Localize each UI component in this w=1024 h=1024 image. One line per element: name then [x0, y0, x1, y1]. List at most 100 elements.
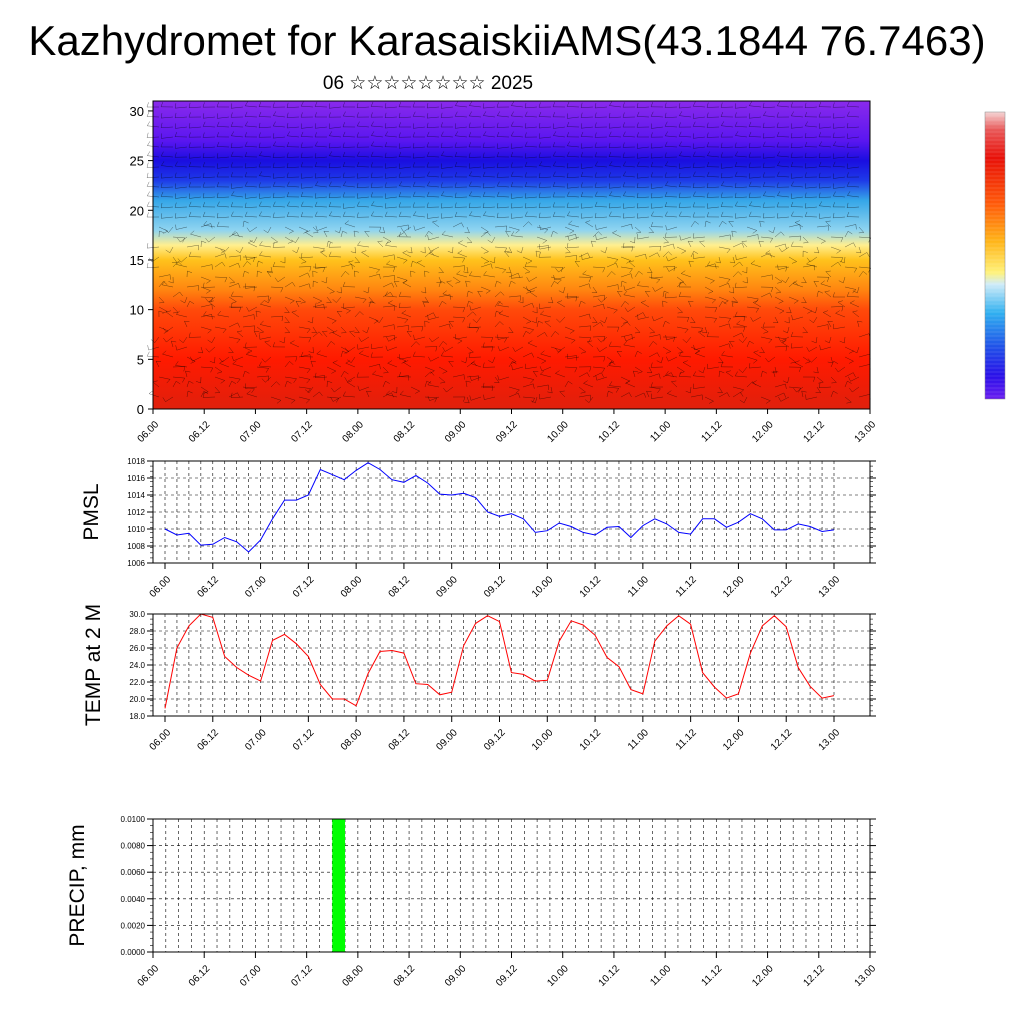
wind-barb: [242, 220, 245, 228]
wind-barb: [581, 116, 594, 118]
wind-barb: [277, 276, 286, 283]
wind-barb: [203, 224, 216, 228]
wind-barb: [637, 165, 650, 168]
wind-barb: [334, 386, 342, 393]
wind-barb: [837, 301, 846, 308]
wind-barb-feather: [398, 102, 401, 107]
wind-barb-feather: [428, 231, 433, 235]
wind-barb: [385, 116, 398, 118]
x-tick-label: 07.12: [289, 419, 315, 445]
wind-barb-feather: [628, 392, 632, 398]
x-tick-label: 10.12: [597, 963, 623, 989]
wind-barb: [305, 232, 314, 238]
wind-barb: [609, 105, 622, 108]
wind-barb-feather: [552, 151, 556, 157]
wind-barb: [609, 385, 622, 388]
wind-barb: [668, 266, 678, 272]
wind-barb-feather: [623, 290, 628, 295]
wind-barb-feather: [848, 361, 854, 364]
wind-barb: [752, 316, 762, 322]
wind-barb-feather: [776, 171, 780, 177]
wind-barb: [536, 356, 546, 362]
wind-barb-feather: [246, 390, 251, 395]
wind-barb-feather: [182, 377, 186, 383]
wind-barb-feather: [354, 270, 360, 273]
wind-barb: [609, 136, 622, 138]
wind-barb-feather: [714, 263, 717, 269]
wind-barb-feather: [457, 250, 463, 254]
wind-barb: [427, 106, 440, 109]
wind-barb: [175, 116, 188, 119]
wind-barb: [753, 352, 762, 358]
wind-barb-feather: [202, 121, 206, 127]
wind-barb-feather: [819, 201, 823, 206]
wind-barb-feather: [314, 153, 317, 159]
wind-barb: [452, 256, 465, 259]
wind-barb-feather: [344, 220, 349, 224]
wind-barb-feather: [688, 260, 694, 263]
wind-barb-feather: [246, 306, 250, 312]
wind-barb-feather: [421, 291, 427, 294]
x-tick-label: 10.12: [597, 419, 623, 445]
wind-barb-feather: [403, 360, 409, 363]
wind-barb-feather: [594, 191, 598, 197]
wind-barb-feather: [188, 112, 191, 118]
wind-barb: [536, 245, 549, 248]
wind-barb-feather: [657, 352, 660, 358]
wind-barb: [693, 155, 706, 158]
wind-barb-feather: [856, 251, 862, 254]
wind-barb-feather: [334, 230, 340, 234]
wind-barb: [525, 106, 538, 109]
wind-barb-feather: [763, 111, 767, 116]
wind-barb-feather: [636, 122, 639, 128]
wind-barb-feather: [637, 281, 641, 286]
wind-barb-feather: [427, 395, 430, 401]
wind-barb: [484, 396, 496, 400]
wind-barb: [175, 186, 188, 189]
wind-barb-feather: [597, 298, 602, 303]
wind-barb: [347, 382, 356, 388]
wind-barb-feather: [538, 252, 541, 258]
wind-barb: [718, 323, 730, 328]
wind-barb-feather: [778, 301, 784, 304]
wind-barb-feather: [692, 151, 696, 157]
wind-barb-feather: [837, 261, 842, 267]
wind-barb-feather: [777, 264, 779, 270]
wind-barb-feather: [330, 397, 334, 402]
wind-barb: [186, 381, 190, 388]
x-tick-label: 13.00: [817, 727, 843, 753]
wind-barb: [242, 325, 255, 328]
wind-barb: [368, 300, 372, 308]
wind-barb-feather: [804, 102, 807, 108]
wind-barb: [858, 226, 864, 233]
wind-barb: [522, 286, 532, 292]
wind-barb: [172, 236, 185, 239]
wind-barb: [721, 146, 734, 148]
wind-barb-feather: [848, 376, 851, 382]
wind-barb-feather: [272, 261, 276, 267]
wind-barb-feather: [609, 183, 611, 189]
wind-barb-feather: [177, 258, 182, 263]
wind-barb-feather: [525, 286, 529, 292]
wind-barb: [588, 396, 594, 403]
x-tick-label: 08.00: [341, 963, 367, 989]
wind-barb: [256, 326, 264, 333]
wind-barb: [476, 316, 482, 323]
wind-barb: [844, 381, 848, 388]
wind-barb-feather: [722, 301, 727, 305]
wind-barb-feather: [825, 270, 831, 272]
wind-barb-feather: [706, 132, 709, 138]
wind-barb-feather: [636, 203, 639, 209]
wind-barb-feather: [500, 291, 505, 296]
wind-barb: [273, 125, 286, 128]
wind-barb: [161, 126, 174, 128]
wind-barb: [791, 196, 804, 199]
wind-barb: [298, 396, 310, 400]
wind-barb-feather: [440, 131, 444, 137]
wind-barb: [284, 282, 293, 288]
wind-barb: [802, 236, 809, 243]
wind-barb-feather: [791, 261, 797, 264]
wind-barb-feather: [201, 240, 207, 244]
wind-barb: [200, 366, 213, 369]
wind-barb-feather: [249, 239, 255, 244]
